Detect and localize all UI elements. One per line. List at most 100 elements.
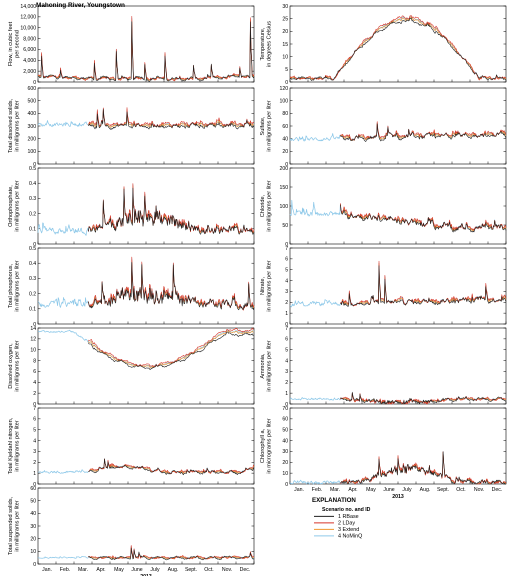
legend-label: 2 LDay (338, 521, 355, 527)
y-tick-label: 0.4 (29, 181, 36, 187)
x-tick-label: Apr. (96, 567, 105, 573)
y-tick-label: 0.1 (29, 307, 36, 313)
y-tick-label: 0 (285, 402, 288, 408)
x-tick-label: Aug. (168, 567, 179, 573)
x-tick-label: Sept. (185, 567, 197, 573)
series-line-1 (289, 17, 507, 81)
panel-temperature: 0 5 10 15 20 25 30 Temperature,in degrees Celsi… (260, 4, 507, 86)
y-tick-label: 14 (30, 326, 36, 332)
series-line-4 (37, 258, 255, 310)
panel-chlorophyll: 0 10 20 30 40 50 60 70 Chlorophyll a,in microgra… (260, 406, 507, 488)
y-axis-label-line: per second (14, 30, 20, 58)
x-tick-label: May (366, 487, 376, 493)
series-line-1 (37, 21, 255, 82)
y-tick-label: 0 (33, 402, 36, 408)
y-tick-label: 6,000 (23, 47, 36, 53)
series-line-1 (340, 123, 507, 142)
series-line-1 (88, 262, 255, 311)
y-tick-label: 5 (285, 67, 288, 73)
series-line-1 (88, 331, 255, 370)
x-tick-label: July (402, 487, 412, 493)
y-tick-label: 4 (33, 380, 36, 386)
y-tick-label: 10 (282, 54, 288, 60)
y-tick-label: 14,000 (20, 4, 36, 10)
y-tick-label: 0 (33, 562, 36, 568)
x-tick-label: Dec. (240, 567, 251, 573)
y-tick-label: 40 (30, 511, 36, 517)
x-axis-months: Jan. Feb. Mar. Apr. May June July Aug. Sept. Oct.… (42, 567, 250, 576)
y-axis-label: Total phosphorus,in milligrams per liter (8, 260, 20, 311)
y-axis-label: Chloride,in milligrams per liter (260, 180, 272, 231)
y-axis-label-line: in milligrams per liter (14, 420, 20, 471)
plot-frame (37, 247, 255, 325)
y-tick-label: 10 (30, 549, 36, 555)
y-tick-label: 12 (30, 337, 36, 343)
y-tick-label: 120 (280, 86, 289, 92)
y-axis-label: Total Kjeldahl nitrogen,in milligrams pe… (8, 417, 20, 474)
y-tick-label: 30 (30, 524, 36, 530)
x-tick-label: Mar. (78, 567, 88, 573)
y-tick-label: 0.5 (29, 166, 36, 172)
y-tick-label: 60 (30, 486, 36, 492)
y-tick-label: 5 (285, 268, 288, 274)
chart-panels: 0 2,000 4,000 6,000 8,000 10,000 12,000 14,000 F… (8, 4, 507, 576)
y-tick-label: 25 (282, 16, 288, 22)
y-tick-label: 8 (33, 358, 36, 364)
y-tick-label: 1 (33, 471, 36, 477)
y-axis-label: Sulfate,in milligrams per liter (260, 100, 272, 151)
series-line-3 (289, 16, 507, 81)
series-line-3 (88, 330, 255, 368)
series-line-2 (289, 15, 507, 81)
panel-tss: 0 10 20 30 40 50 60 Total suspended solids,in m… (8, 486, 255, 568)
x-tick-label: Dec. (492, 487, 503, 493)
series-line-1 (340, 204, 507, 233)
y-axis-label: Flow, in cubic feetper second (8, 21, 20, 66)
y-axis-label-line: in milligrams per liter (14, 260, 20, 311)
y-tick-label: 150 (280, 185, 289, 191)
x-tick-label: July (150, 567, 160, 573)
y-tick-label: 6 (285, 337, 288, 343)
y-axis-label: Temperature,in degrees Celsius (260, 21, 272, 67)
y-tick-label: 100 (28, 149, 37, 155)
y-tick-label: 2 (33, 460, 36, 466)
plot-frame (37, 167, 255, 245)
y-tick-label: 0.2 (29, 291, 36, 297)
y-tick-label: 20 (282, 29, 288, 35)
plot-frame (37, 487, 255, 565)
y-tick-label: 0 (285, 482, 288, 488)
panel-total-phosphorus: 0 0.1 0.2 0.3 0.4 0.5 Total phosphorus,in mill… (8, 246, 255, 328)
y-axis-label-line: Total dissolved solids, (8, 99, 14, 154)
y-tick-label: 80 (282, 111, 288, 117)
x-tick-label: Mar. (330, 487, 340, 493)
y-tick-label: 5 (285, 348, 288, 354)
y-tick-label: 40 (282, 438, 288, 444)
y-axis-label: Orthophosphate,in milligrams per liter (8, 180, 20, 231)
panel-sulfate: 0 20 40 60 80 100 120 Sulfate,in milligrams per… (260, 86, 507, 168)
panel-nitrate: 0 1 2 3 4 5 6 7 Nitrate,in milligrams per liter (260, 246, 507, 328)
series-line-3 (340, 204, 507, 232)
plot-frame (37, 5, 255, 83)
y-tick-label: 3 (285, 289, 288, 295)
plot-frame (289, 167, 507, 245)
y-axis-label-line: Nitrate, (260, 277, 266, 295)
y-tick-label: 30 (282, 4, 288, 10)
series-line-4 (289, 199, 507, 231)
y-tick-label: 0 (285, 242, 288, 248)
y-tick-label: 0 (285, 80, 288, 86)
x-tick-label: June (131, 567, 142, 573)
y-tick-label: 2 (285, 300, 288, 306)
y-axis-label-line: in milligrams per liter (266, 100, 272, 151)
y-tick-label: 6 (285, 257, 288, 263)
x-tick-label: Apr. (348, 487, 357, 493)
series-line-2 (340, 260, 507, 307)
y-tick-label: 50 (30, 498, 36, 504)
panel-chloride: 0 50 100 150 200 Chloride,in milligrams per l… (260, 166, 507, 248)
y-axis-label-line: in milligrams per liter (266, 260, 272, 311)
y-tick-label: 0 (33, 162, 36, 168)
y-axis-label-line: in degrees Celsius (266, 21, 272, 67)
y-tick-label: 10 (30, 348, 36, 354)
y-tick-label: 5 (33, 428, 36, 434)
y-tick-label: 3 (285, 369, 288, 375)
